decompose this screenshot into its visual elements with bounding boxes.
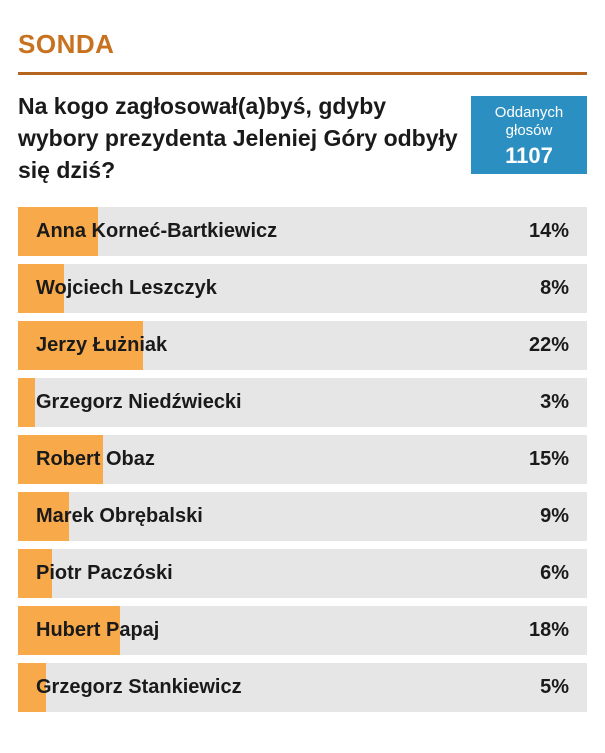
option-bar-fill [18,663,47,712]
option-bar-fill [18,492,70,541]
votes-label-line1: Oddanych [494,104,564,121]
votes-count-badge: Oddanych głosów 1107 [471,96,587,174]
option-name: Piotr Paczóski [36,562,173,584]
poll-option[interactable]: Grzegorz Niedźwiecki 3% [18,378,587,427]
poll-option[interactable]: Anna Korneć-Bartkiewicz 14% [18,207,587,256]
option-percent: 6% [540,562,569,584]
poll-question: Na kogo zagłosował(a)byś, gdyby wybory p… [18,93,458,183]
poll-option[interactable]: Wojciech Leszczyk 8% [18,264,587,313]
option-name: Hubert Papaj [36,619,160,641]
poll-option[interactable]: Grzegorz Stankiewicz 5% [18,663,587,712]
poll-option[interactable]: Jerzy Łużniak 22% [18,321,587,370]
option-percent: 3% [540,391,569,413]
option-name: Wojciech Leszczyk [36,277,217,299]
option-name: Marek Obrębalski [36,505,203,527]
votes-count: 1107 [505,143,553,168]
poll-title: SONDA [18,29,115,59]
option-name: Jerzy Łużniak [36,334,168,356]
option-name: Grzegorz Stankiewicz [36,676,242,698]
poll-options: Anna Korneć-Bartkiewicz 14% Wojciech Les… [18,207,587,720]
option-percent: 22% [528,334,569,356]
option-bar-fill [18,321,144,370]
option-percent: 5% [540,676,569,698]
option-percent: 8% [540,277,569,299]
option-name: Grzegorz Niedźwiecki [36,391,242,413]
option-bar-fill [18,435,104,484]
poll-header: SONDA [18,28,587,75]
option-bar-fill [18,549,53,598]
option-bar-fill [18,378,36,427]
poll-option[interactable]: Marek Obrębalski 9% [18,492,587,541]
option-percent: 18% [528,619,569,641]
poll-option[interactable]: Robert Obaz 15% [18,435,587,484]
option-percent: 9% [540,505,569,527]
option-name: Anna Korneć-Bartkiewicz [36,220,278,242]
option-bar-fill [18,264,64,313]
option-percent: 14% [528,220,569,242]
option-bar-fill [18,207,98,256]
poll-option[interactable]: Piotr Paczóski 6% [18,549,587,598]
votes-label-line2: głosów [505,122,553,139]
poll-option[interactable]: Hubert Papaj 18% [18,606,587,655]
option-name: Robert Obaz [36,448,155,470]
option-bar-fill [18,606,121,655]
option-percent: 15% [528,448,569,470]
